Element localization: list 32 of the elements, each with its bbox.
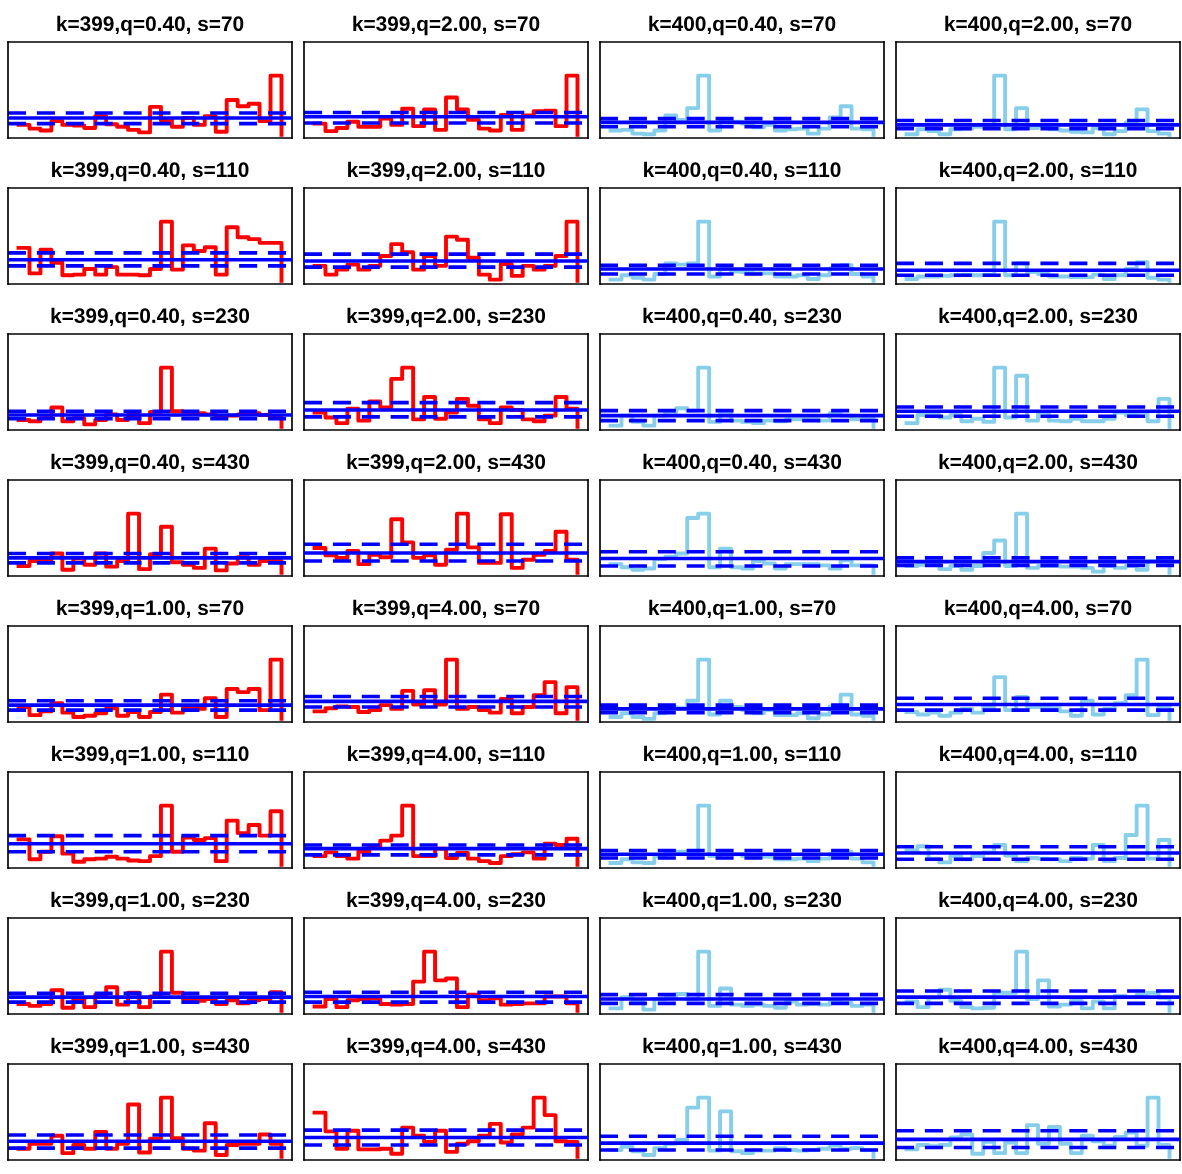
chart-title: k=399,q=2.00, s=70 [353,15,540,36]
chart-title: k=399,q=2.00, s=110 [348,161,545,182]
chart-title: k=399,q=1.00, s=110 [52,745,249,766]
chart-title: k=400,q=4.00, s=70 [945,599,1132,620]
chart-title: k=400,q=4.00, s=430 [939,1037,1138,1058]
chart-title: k=399,q=0.40, s=430 [51,453,250,474]
chart-title: k=399,q=2.00, s=230 [347,307,546,328]
chart-title: k=399,q=0.40, s=230 [51,307,250,328]
chart-title: k=400,q=1.00, s=230 [643,891,842,912]
chart-title: k=399,q=4.00, s=70 [353,599,540,620]
chart-title: k=400,q=4.00, s=230 [939,891,1138,912]
chart-title: k=400,q=1.00, s=70 [649,599,836,620]
chart-title: k=400,q=2.00, s=110 [940,161,1137,182]
chart-title: k=399,q=4.00, s=110 [348,745,545,766]
chart-title: k=400,q=0.40, s=110 [644,161,841,182]
chart-title: k=400,q=1.00, s=430 [643,1037,842,1058]
chart-title: k=399,q=0.40, s=70 [57,15,244,36]
chart-title: k=400,q=1.00, s=110 [644,745,841,766]
chart-title: k=399,q=4.00, s=430 [347,1037,546,1058]
chart-title: k=400,q=2.00, s=430 [939,453,1138,474]
chart-title: k=399,q=1.00, s=230 [51,891,250,912]
chart-title: k=400,q=0.40, s=430 [643,453,842,474]
chart-title: k=399,q=1.00, s=430 [51,1037,250,1058]
chart-title: k=400,q=0.40, s=230 [643,307,842,328]
chart-title: k=400,q=0.40, s=70 [649,15,836,36]
chart-title: k=399,q=1.00, s=70 [57,599,244,620]
chart-title: k=399,q=2.00, s=430 [347,453,546,474]
chart-title: k=400,q=2.00, s=230 [939,307,1138,328]
chart-title: k=400,q=4.00, s=110 [940,745,1137,766]
chart-title: k=400,q=2.00, s=70 [945,15,1132,36]
chart-title: k=399,q=4.00, s=230 [347,891,546,912]
chart-title: k=399,q=0.40, s=110 [52,161,249,182]
